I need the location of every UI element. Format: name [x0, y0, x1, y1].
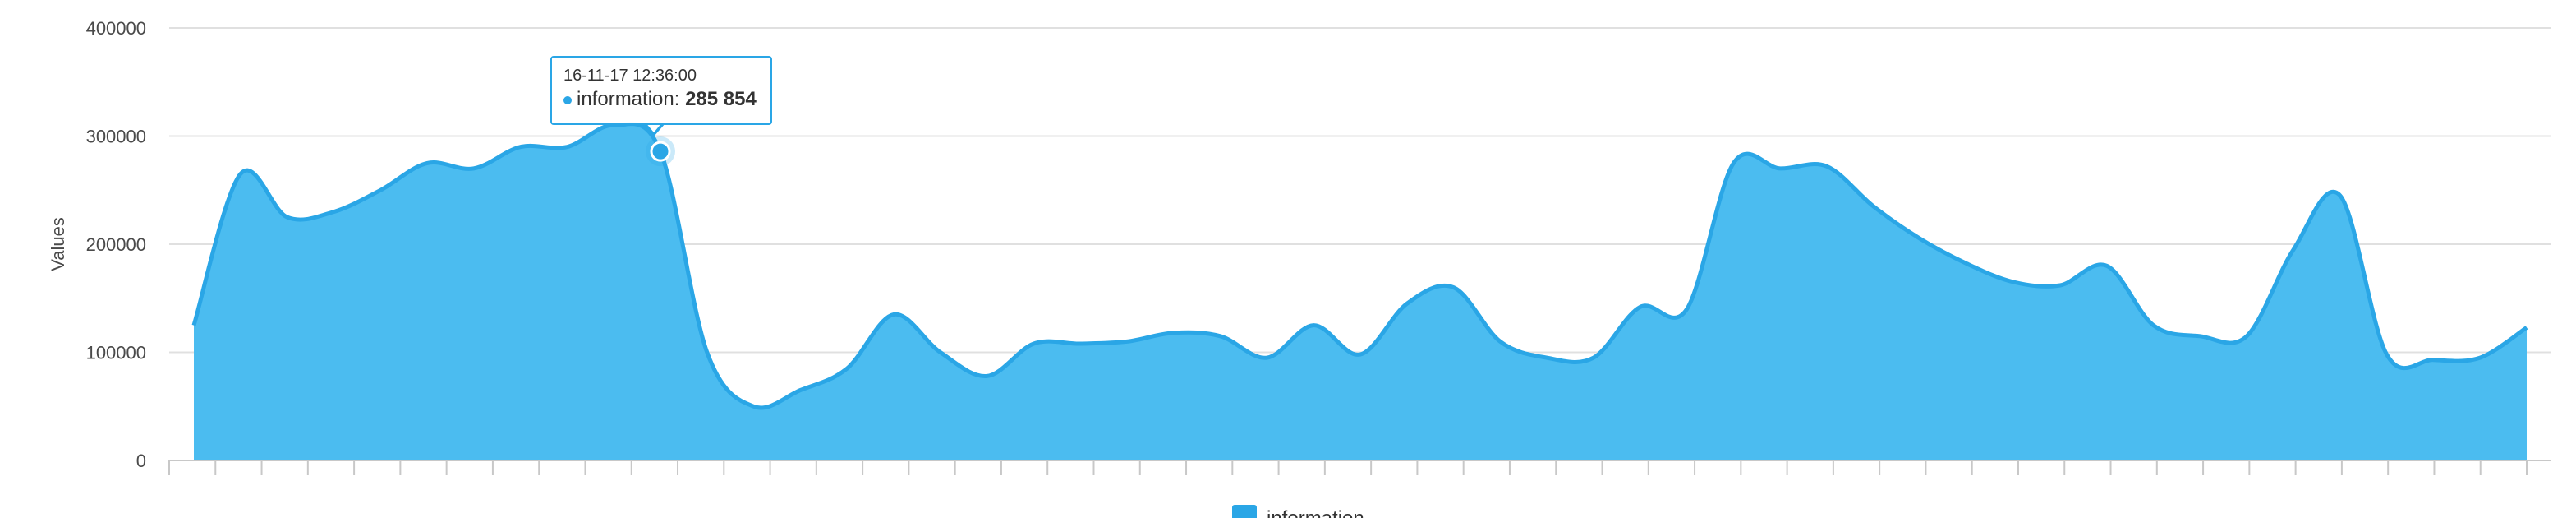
tooltip-series-row: information: 285 854	[564, 86, 759, 113]
y-tick-label: 0	[136, 451, 146, 471]
hover-point	[650, 141, 671, 162]
series-area-fill	[194, 123, 2527, 461]
x-axis	[168, 460, 2551, 475]
tooltip-date: 16-11-17 12:36:00	[564, 67, 697, 85]
tooltip-series-dot	[564, 95, 572, 104]
hover-marker	[646, 136, 675, 167]
y-tick-label: 300000	[86, 127, 146, 147]
y-tick-label: 400000	[86, 18, 146, 39]
legend-label[interactable]: information	[1267, 507, 1364, 518]
tooltip-series-name: information	[577, 88, 674, 110]
y-axis-labels: 0 100000 200000 300000 400000	[86, 18, 146, 471]
y-tick-label: 100000	[86, 343, 146, 363]
tooltip: 16-11-17 12:36:00 information: 285 854	[550, 56, 772, 125]
tooltip-value: 285 854	[685, 88, 757, 110]
y-axis-title: Values	[48, 217, 68, 271]
series-line	[191, 122, 2528, 410]
legend[interactable]: information	[1232, 505, 1364, 518]
series-area	[191, 122, 2528, 461]
y-tick-label: 200000	[86, 234, 146, 255]
legend-swatch[interactable]	[1232, 505, 1257, 518]
